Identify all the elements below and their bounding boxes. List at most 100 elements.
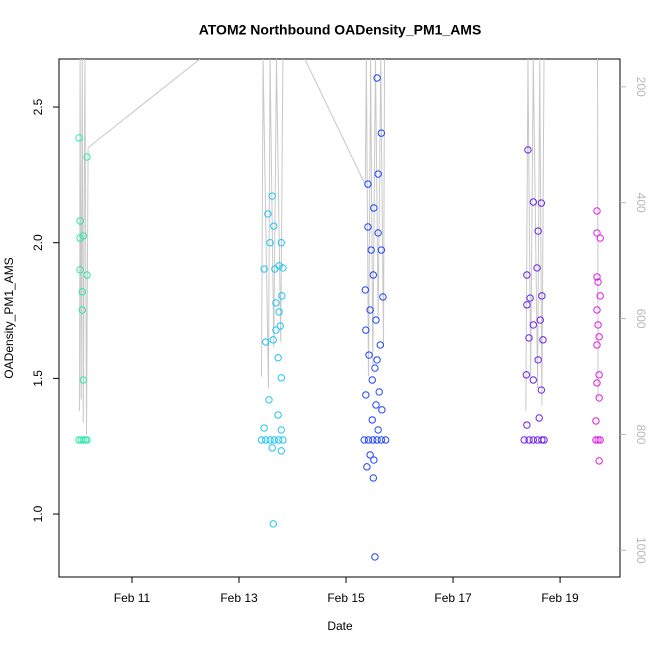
- data-point: [272, 326, 280, 334]
- data-point: [268, 444, 276, 452]
- data-point: [529, 376, 538, 384]
- data-point: [367, 246, 375, 254]
- data-point: [278, 292, 286, 300]
- x-tick-label: Feb 15: [327, 591, 365, 605]
- data-point: [366, 306, 374, 314]
- data-point: [377, 436, 386, 444]
- data-point: [262, 436, 270, 444]
- y2-tick-label: 600: [634, 309, 648, 329]
- data-point: [593, 229, 601, 237]
- data-point: [534, 356, 542, 364]
- y2-tick-label: 800: [634, 424, 648, 444]
- data-point: [522, 371, 531, 379]
- data-point: [533, 264, 541, 272]
- x-tick-label: Feb 11: [114, 591, 151, 605]
- data-point: [260, 424, 268, 432]
- x-tick-label: Feb 19: [541, 591, 579, 605]
- data-point: [378, 406, 386, 414]
- data-point: [375, 388, 383, 396]
- data-point: [526, 294, 534, 302]
- data-point: [277, 239, 285, 247]
- data-point: [362, 391, 370, 399]
- data-point: [523, 271, 531, 279]
- data-point: [373, 436, 381, 444]
- data-point: [76, 234, 84, 242]
- data-point: [594, 436, 602, 444]
- data-point: [364, 223, 372, 231]
- y2-tick-label: 400: [634, 193, 648, 213]
- data-point: [272, 299, 280, 307]
- data-point: [362, 326, 370, 334]
- data-point: [369, 474, 378, 482]
- data-point: [277, 447, 285, 455]
- data-point: [529, 198, 538, 206]
- y-axis-label: OADensity_PM1_AMS: [2, 257, 16, 378]
- data-point: [366, 451, 374, 459]
- y2-tick-label: 200: [634, 77, 648, 97]
- y-tick-label: 1.0: [31, 505, 45, 522]
- y-tick-label: 2.5: [31, 98, 45, 115]
- data-point: [270, 436, 279, 444]
- data-point: [83, 271, 91, 279]
- data-point: [369, 271, 378, 279]
- data-point: [374, 229, 382, 237]
- data-point: [364, 180, 372, 188]
- data-point: [277, 426, 285, 434]
- data-point: [269, 336, 277, 344]
- data-point: [374, 170, 382, 178]
- data-point: [363, 463, 371, 471]
- y2-tick-label: 1000: [634, 537, 648, 564]
- data-point: [596, 436, 604, 444]
- data-point: [274, 436, 283, 444]
- data-point: [595, 394, 603, 402]
- x-tick-label: Feb 13: [220, 591, 258, 605]
- data-point: [373, 356, 381, 364]
- data-point: [77, 436, 85, 444]
- altitude-line: [79, 59, 599, 435]
- data-point: [536, 316, 544, 324]
- data-point: [535, 414, 543, 422]
- data-point: [376, 341, 384, 349]
- data-point: [83, 153, 91, 161]
- data-point: [377, 246, 386, 254]
- data-point: [594, 321, 602, 329]
- data-point: [523, 421, 531, 429]
- data-point: [264, 210, 272, 218]
- plot-frame: [58, 58, 621, 578]
- data-point: [279, 264, 287, 272]
- data-point: [260, 265, 268, 273]
- data-point: [266, 436, 274, 444]
- data-point: [76, 217, 84, 225]
- data-point: [368, 376, 376, 384]
- data-point: [534, 227, 542, 235]
- data-point: [525, 436, 533, 444]
- data-point: [372, 401, 380, 409]
- data-point: [269, 520, 277, 528]
- data-point: [377, 129, 386, 137]
- data-point: [76, 266, 84, 274]
- data-point: [381, 436, 390, 444]
- data-point: [270, 222, 278, 230]
- data-point: [262, 338, 270, 346]
- data-point: [374, 426, 382, 434]
- data-point: [274, 354, 282, 362]
- x-tick-label: Feb 17: [434, 591, 472, 605]
- data-point: [368, 416, 376, 424]
- data-point: [365, 351, 373, 359]
- data-point: [370, 204, 378, 212]
- data-point: [525, 334, 533, 342]
- data-point: [592, 436, 600, 444]
- data-point: [78, 306, 86, 314]
- data-point: [83, 436, 91, 444]
- data-point: [275, 308, 283, 316]
- chart-title: ATOM2 Northbound OADensity_PM1_AMS: [199, 22, 482, 38]
- x-axis-label: Date: [327, 619, 353, 633]
- data-point: [276, 322, 284, 330]
- data-point: [594, 278, 602, 286]
- data-point: [271, 265, 279, 273]
- data-point: [373, 74, 381, 82]
- data-point: [538, 436, 546, 444]
- y-tick-label: 1.5: [31, 370, 45, 387]
- data-point: [593, 306, 601, 314]
- data-point: [372, 316, 380, 324]
